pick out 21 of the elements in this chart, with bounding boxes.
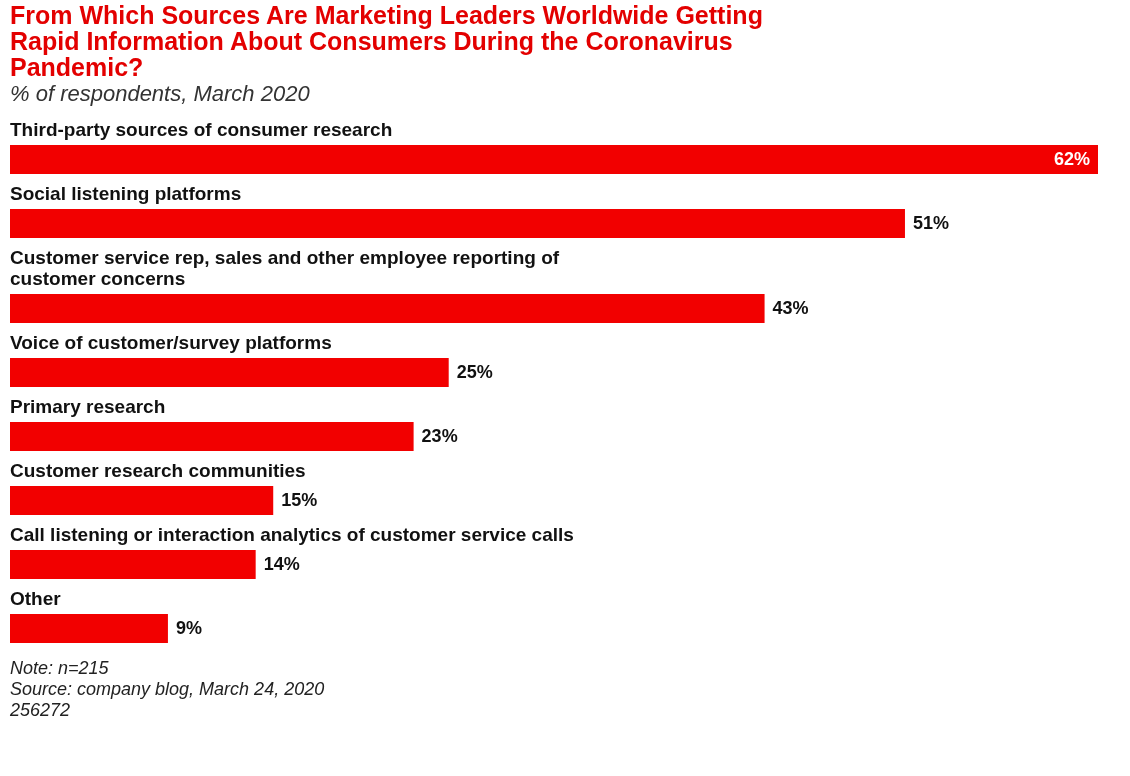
y-tick-label: Primary research [10,396,166,417]
y-tick-label: Call listening or interaction analytics of customer service calls [10,524,574,545]
chart-title: From Which Sources Are Marketing Leaders Worldwide Getting Rapid Information About Consumers During the Coronavirus Pandemic? [10,1,763,81]
data-label: 43% [772,297,809,318]
data-label: 14% [263,553,300,574]
text: 256272 [9,700,71,720]
data-label: 62% [1053,148,1090,169]
y-tick-label: Third-party sources of consumer research [10,119,393,140]
source-note: Source: company blog, March 24, 2020 [10,679,325,699]
data-label: 15% [281,489,318,510]
y-tick-label: Customer service rep, sales and other employee reporting of customer concerns [10,247,560,289]
chart-subtitle: % of respondents, March 2020 [10,81,311,106]
y-tick-label: Voice of customer/survey platforms [10,332,332,353]
y-tick-label: Customer research communities [10,460,306,481]
data-label: 9% [175,617,202,638]
data-label: 25% [456,361,493,382]
y-tick-label: Other [10,588,62,609]
annotation: Note: n=215 [10,658,110,678]
data-label: 51% [912,212,949,233]
data-label: 23% [421,425,458,446]
y-tick-label: Social listening platforms [10,183,242,204]
